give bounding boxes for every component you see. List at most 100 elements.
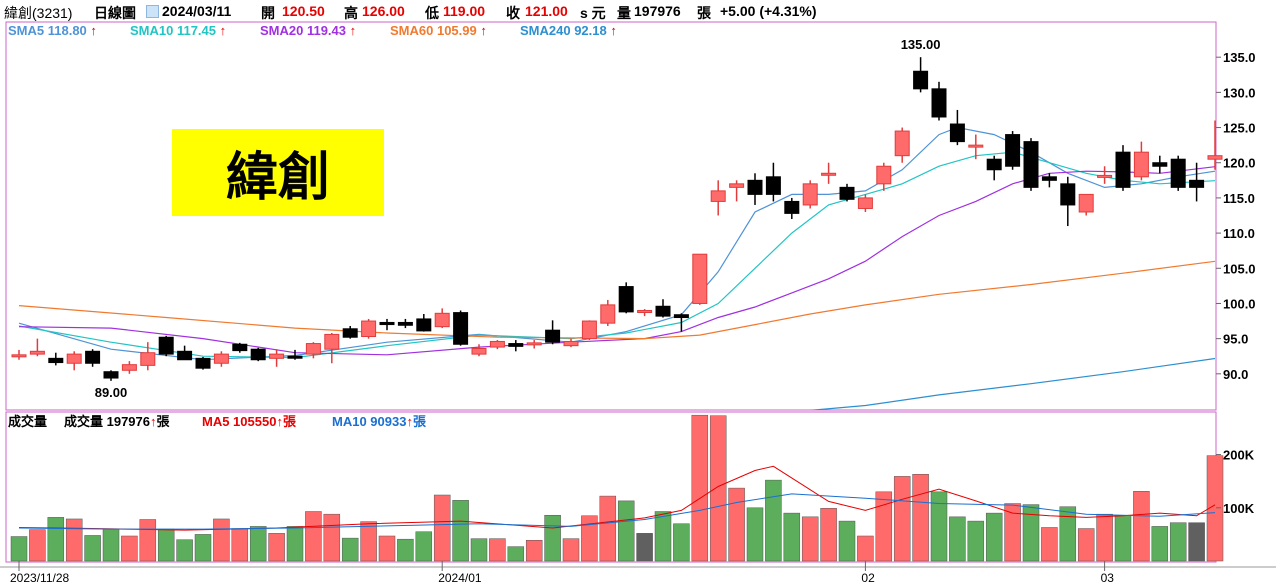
low-value: 119.00 [443, 3, 486, 19]
candle-body [1005, 134, 1021, 167]
volume-bar [525, 539, 543, 562]
candle-body [913, 70, 929, 90]
candle-body [453, 312, 469, 345]
candle [1041, 173, 1057, 188]
candle [876, 162, 892, 191]
volume-bar [1096, 513, 1113, 562]
candle-body [802, 183, 818, 206]
candle [1115, 145, 1131, 191]
volume-bar [268, 533, 285, 562]
volume-bar [544, 514, 561, 562]
volume-bar [397, 538, 414, 562]
candle [857, 194, 873, 212]
date-axis: 2023/11/28 2024/01 02 03 [10, 561, 1114, 585]
volume-legend-item: MA5 105550↑張 [202, 414, 297, 429]
calendar-icon[interactable] [146, 5, 159, 18]
sma-line-sma20 [18, 166, 1216, 356]
volume-bar [765, 479, 782, 562]
volume-bar [857, 535, 874, 562]
candle-body [581, 320, 597, 340]
high-label: 高 [344, 5, 358, 21]
ma-legend: SMA5 118.80 ↑ SMA10 117.45 ↑ SMA20 119.43 … [8, 23, 617, 38]
volume-legend-item: 成交量 [8, 414, 47, 429]
candle-body [48, 357, 64, 364]
volume-bar [1059, 506, 1077, 562]
candle [581, 320, 597, 341]
candle-body [305, 343, 321, 355]
candle-body [618, 286, 634, 313]
price-axis: 90.0 95.0 100.0 105.0 110.0 115.0 120.0 125.0 13… [1216, 50, 1256, 382]
price-tick-label: 135.0 [1223, 50, 1256, 65]
volume-bar [378, 535, 396, 562]
volume-bar [1077, 528, 1095, 562]
candle-body [121, 364, 137, 371]
volume-bar [489, 538, 506, 562]
price-tick-label: 110.0 [1223, 226, 1255, 241]
volume-bar [838, 520, 856, 562]
volume-bar [176, 539, 193, 562]
candle-body [416, 318, 432, 332]
volume-bar [599, 495, 617, 562]
candle-body [434, 312, 450, 328]
volume-bar [949, 516, 966, 562]
candle-body [213, 353, 229, 364]
candle-body [85, 350, 101, 364]
volume-bar [1206, 455, 1224, 562]
candle-body [1060, 183, 1076, 206]
candle [121, 361, 137, 374]
volume-tick-label: 100K [1223, 501, 1255, 516]
candle [158, 335, 174, 357]
candle-body [397, 321, 413, 326]
sma-line-sma60 [18, 260, 1216, 340]
volume-bar [709, 415, 727, 562]
candle [379, 318, 395, 331]
candle [85, 349, 101, 367]
candle [765, 162, 781, 202]
period-selector[interactable]: 日線圖 [94, 5, 136, 21]
volume-bar [157, 528, 175, 562]
volume-bar [967, 520, 985, 562]
candle [1078, 193, 1094, 216]
candle-body [526, 342, 542, 346]
candle-body [1023, 141, 1039, 188]
volume-axis: 100K 200K [1216, 448, 1255, 516]
volume-bar [581, 515, 598, 562]
price-change: +5.00 (+4.31%) [720, 3, 817, 19]
open-label: 開 [261, 5, 275, 21]
sma-line-sma240 [810, 357, 1216, 410]
volume-legend: 成交量 成交量 197976↑張 MA5 105550↑張 MA10 90933↑張 [8, 414, 427, 429]
price-tick-label: 95.0 [1223, 332, 1248, 347]
volume-bar [65, 518, 83, 562]
volume-ma-line-ma10 [18, 493, 1216, 530]
candle-body [710, 190, 726, 202]
candle [66, 351, 82, 371]
candle [140, 342, 156, 371]
price-tick-label: 120.0 [1223, 156, 1256, 171]
candle [673, 313, 689, 332]
volume-bar [102, 528, 120, 562]
candle [802, 180, 818, 209]
volume-bar [470, 538, 488, 562]
candle [1005, 131, 1021, 170]
date-tick-label: 03 [1101, 571, 1115, 585]
volume-bar [360, 521, 377, 562]
ma-legend-item: SMA5 118.80 ↑ [8, 23, 97, 38]
price-panel [5, 21, 1217, 411]
candle-body [103, 371, 119, 379]
candle-body [857, 197, 873, 209]
volume-legend-item: 成交量 197976↑張 [64, 414, 171, 429]
volume-bar [673, 523, 690, 562]
candle [618, 282, 634, 314]
quote-header: 緯創(3231) 日線圖 2024/03/11 開 120.50 高 126.0… [0, 0, 1276, 22]
candle [600, 299, 616, 326]
candle [1097, 166, 1113, 184]
candle-body [140, 352, 156, 366]
candle-body [324, 333, 340, 350]
candle-body [287, 355, 303, 359]
volume-bar [341, 537, 359, 562]
candle-body [66, 353, 82, 364]
ma-legend-item: SMA60 105.99 ↑ [390, 23, 487, 38]
candle [324, 333, 340, 364]
candle-body [1133, 151, 1149, 178]
candle-body [784, 200, 800, 214]
